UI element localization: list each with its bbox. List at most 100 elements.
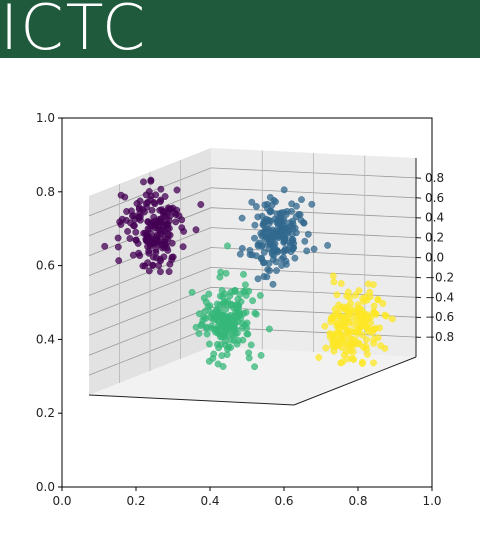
- banner-title: ICTC: [0, 0, 148, 64]
- data-point: [338, 335, 346, 343]
- data-point: [144, 218, 152, 226]
- data-point: [351, 336, 359, 344]
- data-point: [234, 295, 242, 303]
- y-tick-label: 0.4: [36, 332, 55, 346]
- data-point: [245, 349, 253, 357]
- data-point: [251, 221, 259, 229]
- data-point: [281, 222, 288, 230]
- y-tick-label: 0.2: [36, 406, 55, 420]
- z-tick-label: −0.2: [425, 270, 454, 284]
- data-point: [281, 234, 289, 242]
- data-point: [355, 287, 363, 294]
- data-point: [249, 297, 257, 305]
- data-point: [344, 340, 352, 348]
- data-point: [234, 337, 242, 344]
- data-point: [218, 352, 226, 359]
- data-point: [221, 332, 229, 340]
- data-point: [127, 219, 134, 227]
- data-point: [121, 193, 129, 201]
- data-point: [117, 221, 125, 228]
- data-point: [374, 334, 382, 342]
- data-point: [130, 212, 138, 220]
- data-point: [331, 342, 339, 350]
- data-point: [352, 328, 360, 336]
- data-point: [227, 311, 234, 319]
- z-tick-label: −0.8: [425, 330, 454, 344]
- data-point: [156, 227, 164, 235]
- data-point: [175, 212, 183, 220]
- data-point: [132, 236, 140, 244]
- z-tick-label: 0.2: [425, 231, 444, 245]
- data-point: [265, 325, 273, 333]
- data-point: [310, 245, 318, 253]
- data-point: [268, 201, 276, 209]
- data-point: [340, 323, 348, 330]
- data-point: [147, 177, 155, 185]
- data-point: [292, 213, 300, 221]
- data-point: [161, 193, 169, 200]
- data-point: [173, 186, 181, 194]
- data-point: [126, 235, 134, 242]
- x-tick-label: 0.8: [348, 494, 367, 508]
- y-tick-label: 1.0: [36, 111, 55, 125]
- y-tick-label: 0.6: [36, 259, 55, 273]
- data-point: [145, 234, 152, 242]
- data-point: [263, 233, 271, 241]
- data-point: [153, 233, 161, 241]
- data-point: [301, 237, 309, 245]
- data-point: [219, 363, 227, 370]
- data-point: [337, 280, 345, 287]
- data-point: [344, 330, 352, 337]
- data-point: [145, 267, 153, 275]
- data-point: [256, 292, 264, 299]
- z-tick-label: 0.0: [425, 251, 444, 265]
- data-point: [203, 325, 211, 332]
- data-point: [308, 200, 316, 208]
- data-point: [346, 294, 354, 302]
- data-point: [147, 240, 154, 248]
- data-point: [254, 242, 262, 250]
- data-point: [324, 241, 331, 249]
- data-point: [257, 351, 265, 359]
- data-point: [166, 260, 174, 268]
- data-point: [254, 275, 262, 283]
- data-point: [135, 249, 143, 257]
- data-point: [152, 254, 160, 262]
- data-point: [188, 288, 196, 296]
- data-point: [344, 307, 352, 315]
- data-point: [277, 209, 285, 217]
- data-point: [165, 205, 173, 213]
- data-point: [212, 328, 219, 336]
- data-point: [136, 209, 144, 217]
- data-point: [216, 318, 223, 326]
- z-grid-line: [88, 167, 417, 217]
- data-point: [260, 248, 268, 256]
- data-point: [205, 290, 213, 298]
- data-point: [331, 305, 339, 313]
- data-point: [251, 363, 259, 371]
- data-point: [233, 329, 241, 337]
- data-point: [289, 244, 297, 252]
- data-point: [213, 300, 221, 308]
- data-point: [238, 324, 246, 332]
- data-point: [278, 262, 285, 269]
- data-point: [124, 227, 132, 235]
- data-point: [200, 313, 208, 321]
- z-grid-line: [88, 266, 417, 316]
- data-point: [379, 300, 387, 307]
- data-point: [266, 193, 274, 201]
- data-point: [217, 268, 225, 276]
- data-point: [231, 319, 239, 326]
- data-point: [248, 198, 256, 206]
- data-point: [329, 272, 337, 280]
- data-point: [280, 228, 287, 236]
- data-point: [222, 305, 230, 313]
- data-point: [258, 212, 266, 220]
- data-point: [381, 311, 389, 319]
- data-point: [357, 305, 364, 313]
- data-point: [179, 243, 187, 251]
- data-point: [236, 250, 244, 258]
- data-point: [246, 246, 254, 254]
- data-point: [334, 321, 341, 328]
- data-point: [133, 200, 141, 207]
